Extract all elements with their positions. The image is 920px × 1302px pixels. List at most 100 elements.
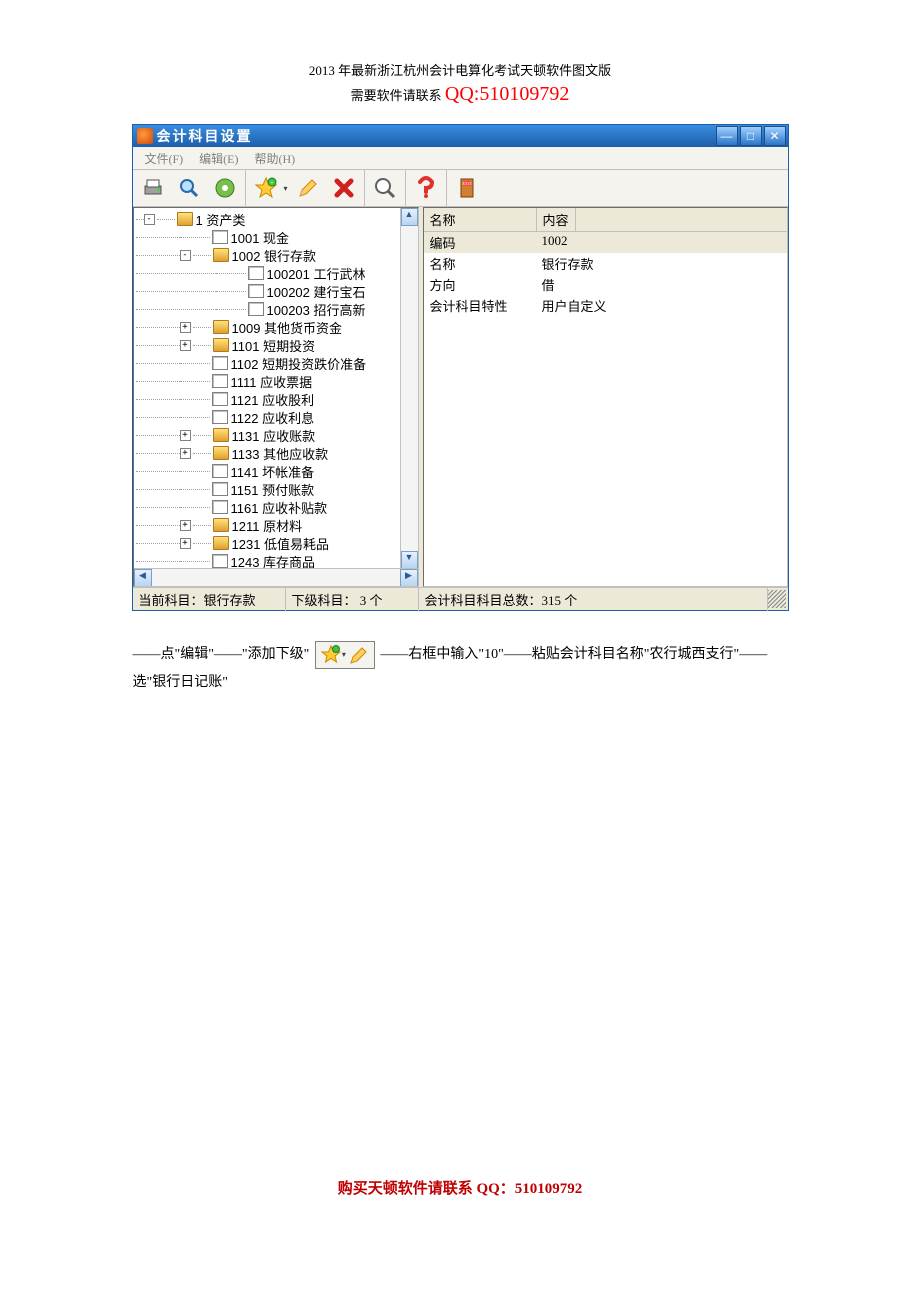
detail-row[interactable]: 名称银行存款 — [424, 253, 787, 274]
detail-row[interactable]: 方向借 — [424, 274, 787, 295]
mini-pencil-icon — [348, 644, 370, 666]
document-icon — [248, 302, 264, 316]
collapse-button[interactable]: - — [180, 250, 191, 261]
tree-node[interactable]: 1102 短期投资跌价准备 — [136, 354, 418, 372]
detail-cell-name: 方向 — [424, 274, 536, 295]
expand-button[interactable]: + — [180, 322, 191, 333]
v-scrollbar[interactable]: ▲ ▼ — [400, 208, 418, 569]
scroll-left-button[interactable]: ◀ — [134, 569, 152, 587]
menu-help[interactable]: 帮助(H) — [247, 148, 304, 169]
window-title: 会计科目设置 — [157, 126, 716, 146]
tree-node[interactable]: +1211 原材料 — [136, 516, 418, 534]
folder-icon — [177, 212, 193, 226]
tree-node-label: 1151 预付账款 — [231, 480, 315, 499]
scroll-up-button[interactable]: ▲ — [401, 208, 418, 226]
expand-button[interactable]: + — [180, 430, 191, 441]
scroll-down-button[interactable]: ▼ — [401, 551, 418, 569]
maximize-button[interactable]: □ — [740, 126, 762, 146]
app-icon — [137, 128, 153, 144]
tree-node[interactable]: 100201 工行武林 — [136, 264, 418, 282]
tree-node[interactable]: +1231 低值易耗品 — [136, 534, 418, 552]
tree-node[interactable]: - 1002 银行存款 — [136, 246, 418, 264]
header-prefix: 需要软件请联系 — [351, 88, 445, 103]
collapse-button[interactable]: - — [144, 214, 155, 225]
tree-node[interactable]: - 1 资产类 — [136, 210, 418, 228]
tree-node-label: 100203 招行高新 — [267, 300, 366, 319]
tree-node[interactable]: 1161 应收补贴款 — [136, 498, 418, 516]
tree-node[interactable]: 1141 坏帐准备 — [136, 462, 418, 480]
app-window: 会计科目设置 — □ ✕ 文件(F) 编辑(E) 帮助(H) — [132, 124, 789, 611]
tree-node-label: 1002 银行存款 — [232, 246, 317, 265]
tree-node[interactable]: 1001 现金 — [136, 228, 418, 246]
delete-x-button[interactable] — [328, 172, 360, 204]
mini-toolbar-inline: ▾ — [315, 641, 375, 669]
close-button[interactable]: ✕ — [764, 126, 786, 146]
statusbar: 当前科目：银行存款 下级科目： 3 个 会计科目科目总数：315 个 — [133, 587, 788, 610]
svg-text:+: + — [270, 179, 274, 187]
tree-node-label: 1 资产类 — [196, 210, 246, 229]
tree-node[interactable]: 1111 应收票据 — [136, 372, 418, 390]
search-button[interactable] — [173, 172, 205, 204]
titlebar[interactable]: 会计科目设置 — □ ✕ — [133, 125, 788, 147]
detail-cell-value: 用户自定义 — [536, 295, 613, 316]
disc-button[interactable] — [209, 172, 241, 204]
tree-node[interactable]: +1009 其他货币资金 — [136, 318, 418, 336]
tree-node-label: 1009 其他货币资金 — [232, 318, 343, 337]
scroll-right-button[interactable]: ▶ — [400, 569, 418, 587]
detail-cell-value: 银行存款 — [536, 253, 600, 274]
document-icon — [212, 356, 228, 370]
status-current: 当前科目：银行存款 — [133, 588, 286, 611]
document-icon — [212, 554, 228, 568]
expand-button[interactable]: + — [180, 538, 191, 549]
document-icon — [212, 410, 228, 424]
exit-door-button[interactable]: EXIT — [451, 172, 483, 204]
instr-pre: ——点"编辑"——"添加下级" — [133, 647, 310, 662]
tree-node-label: 1211 原材料 — [232, 516, 303, 535]
document-icon — [212, 230, 228, 244]
col-name-header[interactable]: 名称 — [424, 208, 537, 231]
help-button[interactable] — [410, 172, 442, 204]
status-children: 下级科目： 3 个 — [286, 588, 419, 611]
tree-node[interactable]: 1121 应收股利 — [136, 390, 418, 408]
detail-cell-name: 编码 — [424, 232, 536, 253]
tree-node[interactable]: 1122 应收利息 — [136, 408, 418, 426]
tree-node-label: 1231 低值易耗品 — [232, 534, 330, 553]
tree-node[interactable]: +1101 短期投资 — [136, 336, 418, 354]
document-icon — [212, 500, 228, 514]
tree-scroll[interactable]: - 1 资产类1001 现金 - 1002 银行存款100201 工行武林100202… — [133, 207, 419, 587]
folder-icon — [213, 338, 229, 352]
detail-cell-value: 1002 — [536, 232, 574, 253]
tree-node[interactable]: 100203 招行高新 — [136, 300, 418, 318]
edit-pencil-button[interactable] — [292, 172, 324, 204]
folder-icon — [213, 320, 229, 334]
tree-node-label: 1133 其他应收款 — [232, 444, 329, 463]
detail-row[interactable]: 编码1002 — [424, 232, 787, 253]
h-scrollbar[interactable]: ◀ ▶ — [134, 568, 418, 586]
detail-row[interactable]: 会计科目特性用户自定义 — [424, 295, 787, 316]
doc-header-line2: 需要软件请联系 QQ:510109792 — [60, 83, 860, 106]
tree-node[interactable]: 100202 建行宝石 — [136, 282, 418, 300]
expand-button[interactable]: + — [180, 340, 191, 351]
header-qq: QQ:510109792 — [445, 83, 569, 105]
folder-icon — [213, 248, 229, 262]
menu-edit[interactable]: 编辑(E) — [191, 148, 246, 169]
minimize-button[interactable]: — — [716, 126, 738, 146]
tree-node-label: 100202 建行宝石 — [267, 282, 366, 301]
expand-button[interactable]: + — [180, 520, 191, 531]
expand-button[interactable]: + — [180, 448, 191, 459]
print-button[interactable] — [137, 172, 169, 204]
document-icon — [212, 482, 228, 496]
resize-grip[interactable] — [768, 590, 786, 608]
tree-node[interactable]: 1151 预付账款 — [136, 480, 418, 498]
document-icon — [212, 392, 228, 406]
tree-node[interactable]: +1133 其他应收款 — [136, 444, 418, 462]
tree-pane: - 1 资产类1001 现金 - 1002 银行存款100201 工行武林100202… — [133, 207, 423, 587]
folder-icon — [213, 536, 229, 550]
menu-file[interactable]: 文件(F) — [137, 148, 192, 169]
add-star-button[interactable]: + — [250, 172, 282, 204]
add-dropdown-arrow[interactable]: ▾ — [284, 184, 288, 193]
tree-node-label: 1121 应收股利 — [231, 390, 315, 409]
tree-node[interactable]: +1131 应收账款 — [136, 426, 418, 444]
zoom-button[interactable] — [369, 172, 401, 204]
col-content-header[interactable]: 内容 — [537, 208, 576, 231]
